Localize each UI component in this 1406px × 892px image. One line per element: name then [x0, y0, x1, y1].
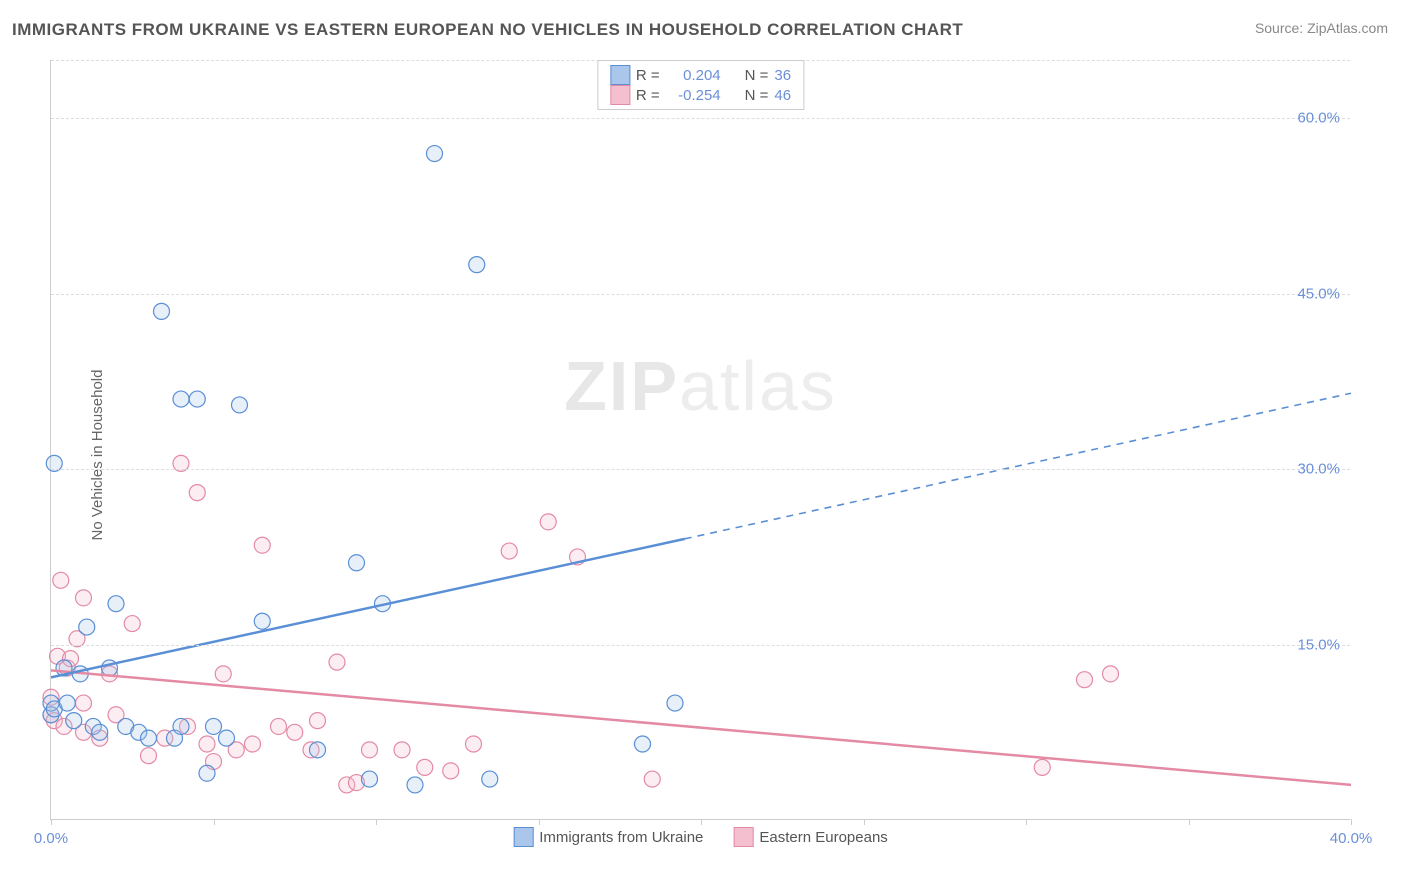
x-tick-label: 0.0%: [34, 830, 68, 847]
swatch-series2-bottom: [733, 827, 753, 847]
data-point: [173, 718, 189, 734]
data-point: [124, 616, 140, 632]
swatch-series1: [610, 65, 630, 85]
bottom-legend: Immigrants from Ukraine Eastern European…: [513, 827, 888, 847]
x-tick: [1189, 819, 1190, 825]
data-point: [407, 777, 423, 793]
data-point: [362, 742, 378, 758]
gridline-h: [51, 294, 1350, 295]
data-point: [1034, 759, 1050, 775]
data-point: [394, 742, 410, 758]
y-tick-label: 45.0%: [1297, 285, 1340, 302]
data-point: [362, 771, 378, 787]
data-point: [254, 613, 270, 629]
data-point: [173, 391, 189, 407]
data-point: [59, 695, 75, 711]
data-point: [271, 718, 287, 734]
source-label: Source: ZipAtlas.com: [1255, 20, 1388, 36]
data-point: [310, 742, 326, 758]
data-point: [66, 713, 82, 729]
source-prefix: Source:: [1255, 20, 1307, 36]
x-tick: [701, 819, 702, 825]
n-label-1: N =: [745, 67, 769, 84]
x-tick: [51, 819, 52, 825]
data-point: [427, 146, 443, 162]
trend-line-dashed: [685, 393, 1351, 539]
legend-label-2: Eastern Europeans: [759, 829, 887, 846]
data-point: [329, 654, 345, 670]
y-tick-label: 60.0%: [1297, 110, 1340, 127]
data-point: [469, 257, 485, 273]
y-tick-label: 15.0%: [1297, 636, 1340, 653]
chart-container: No Vehicles in Household ZIPatlas R = 0.…: [0, 50, 1406, 860]
y-tick-label: 30.0%: [1297, 461, 1340, 478]
data-point: [189, 391, 205, 407]
data-point: [219, 730, 235, 746]
r-value-1: 0.204: [666, 67, 721, 84]
chart-title: IMMIGRANTS FROM UKRAINE VS EASTERN EUROP…: [12, 20, 963, 40]
data-point: [215, 666, 231, 682]
data-point: [154, 303, 170, 319]
data-point: [76, 590, 92, 606]
data-point: [287, 724, 303, 740]
x-tick: [1026, 819, 1027, 825]
x-tick: [539, 819, 540, 825]
gridline-h: [51, 469, 1350, 470]
trend-line: [51, 670, 1351, 785]
stats-legend: R = 0.204 N = 36 R = -0.254 N = 46: [597, 60, 804, 110]
source-link[interactable]: ZipAtlas.com: [1307, 20, 1388, 36]
n-value-1: 36: [774, 67, 791, 84]
data-point: [92, 724, 108, 740]
data-point: [540, 514, 556, 530]
data-point: [76, 695, 92, 711]
stats-row-2: R = -0.254 N = 46: [610, 85, 791, 105]
x-tick: [214, 819, 215, 825]
data-point: [189, 485, 205, 501]
data-point: [310, 713, 326, 729]
data-point: [349, 555, 365, 571]
data-point: [199, 765, 215, 781]
data-point: [443, 763, 459, 779]
n-label-2: N =: [745, 87, 769, 104]
plot-area: ZIPatlas R = 0.204 N = 36 R = -0.254 N =…: [50, 60, 1350, 820]
r-label-2: R =: [636, 87, 660, 104]
data-point: [417, 759, 433, 775]
scatter-svg: [51, 60, 1350, 819]
stats-row-1: R = 0.204 N = 36: [610, 65, 791, 85]
x-tick: [376, 819, 377, 825]
data-point: [245, 736, 261, 752]
n-value-2: 46: [774, 87, 791, 104]
swatch-series1-bottom: [513, 827, 533, 847]
swatch-series2: [610, 85, 630, 105]
data-point: [254, 537, 270, 553]
data-point: [1103, 666, 1119, 682]
data-point: [141, 748, 157, 764]
data-point: [108, 596, 124, 612]
data-point: [501, 543, 517, 559]
x-tick-label: 40.0%: [1330, 830, 1373, 847]
data-point: [1077, 672, 1093, 688]
r-value-2: -0.254: [666, 87, 721, 104]
data-point: [53, 572, 69, 588]
gridline-h: [51, 645, 1350, 646]
data-point: [466, 736, 482, 752]
data-point: [232, 397, 248, 413]
trend-line: [51, 539, 685, 678]
data-point: [667, 695, 683, 711]
legend-label-1: Immigrants from Ukraine: [539, 829, 703, 846]
r-label-1: R =: [636, 67, 660, 84]
data-point: [635, 736, 651, 752]
data-point: [206, 718, 222, 734]
data-point: [199, 736, 215, 752]
x-tick: [1351, 819, 1352, 825]
data-point: [79, 619, 95, 635]
data-point: [644, 771, 660, 787]
data-point: [141, 730, 157, 746]
data-point: [482, 771, 498, 787]
legend-item-2: Eastern Europeans: [733, 827, 887, 847]
x-tick: [864, 819, 865, 825]
gridline-h: [51, 118, 1350, 119]
legend-item-1: Immigrants from Ukraine: [513, 827, 703, 847]
